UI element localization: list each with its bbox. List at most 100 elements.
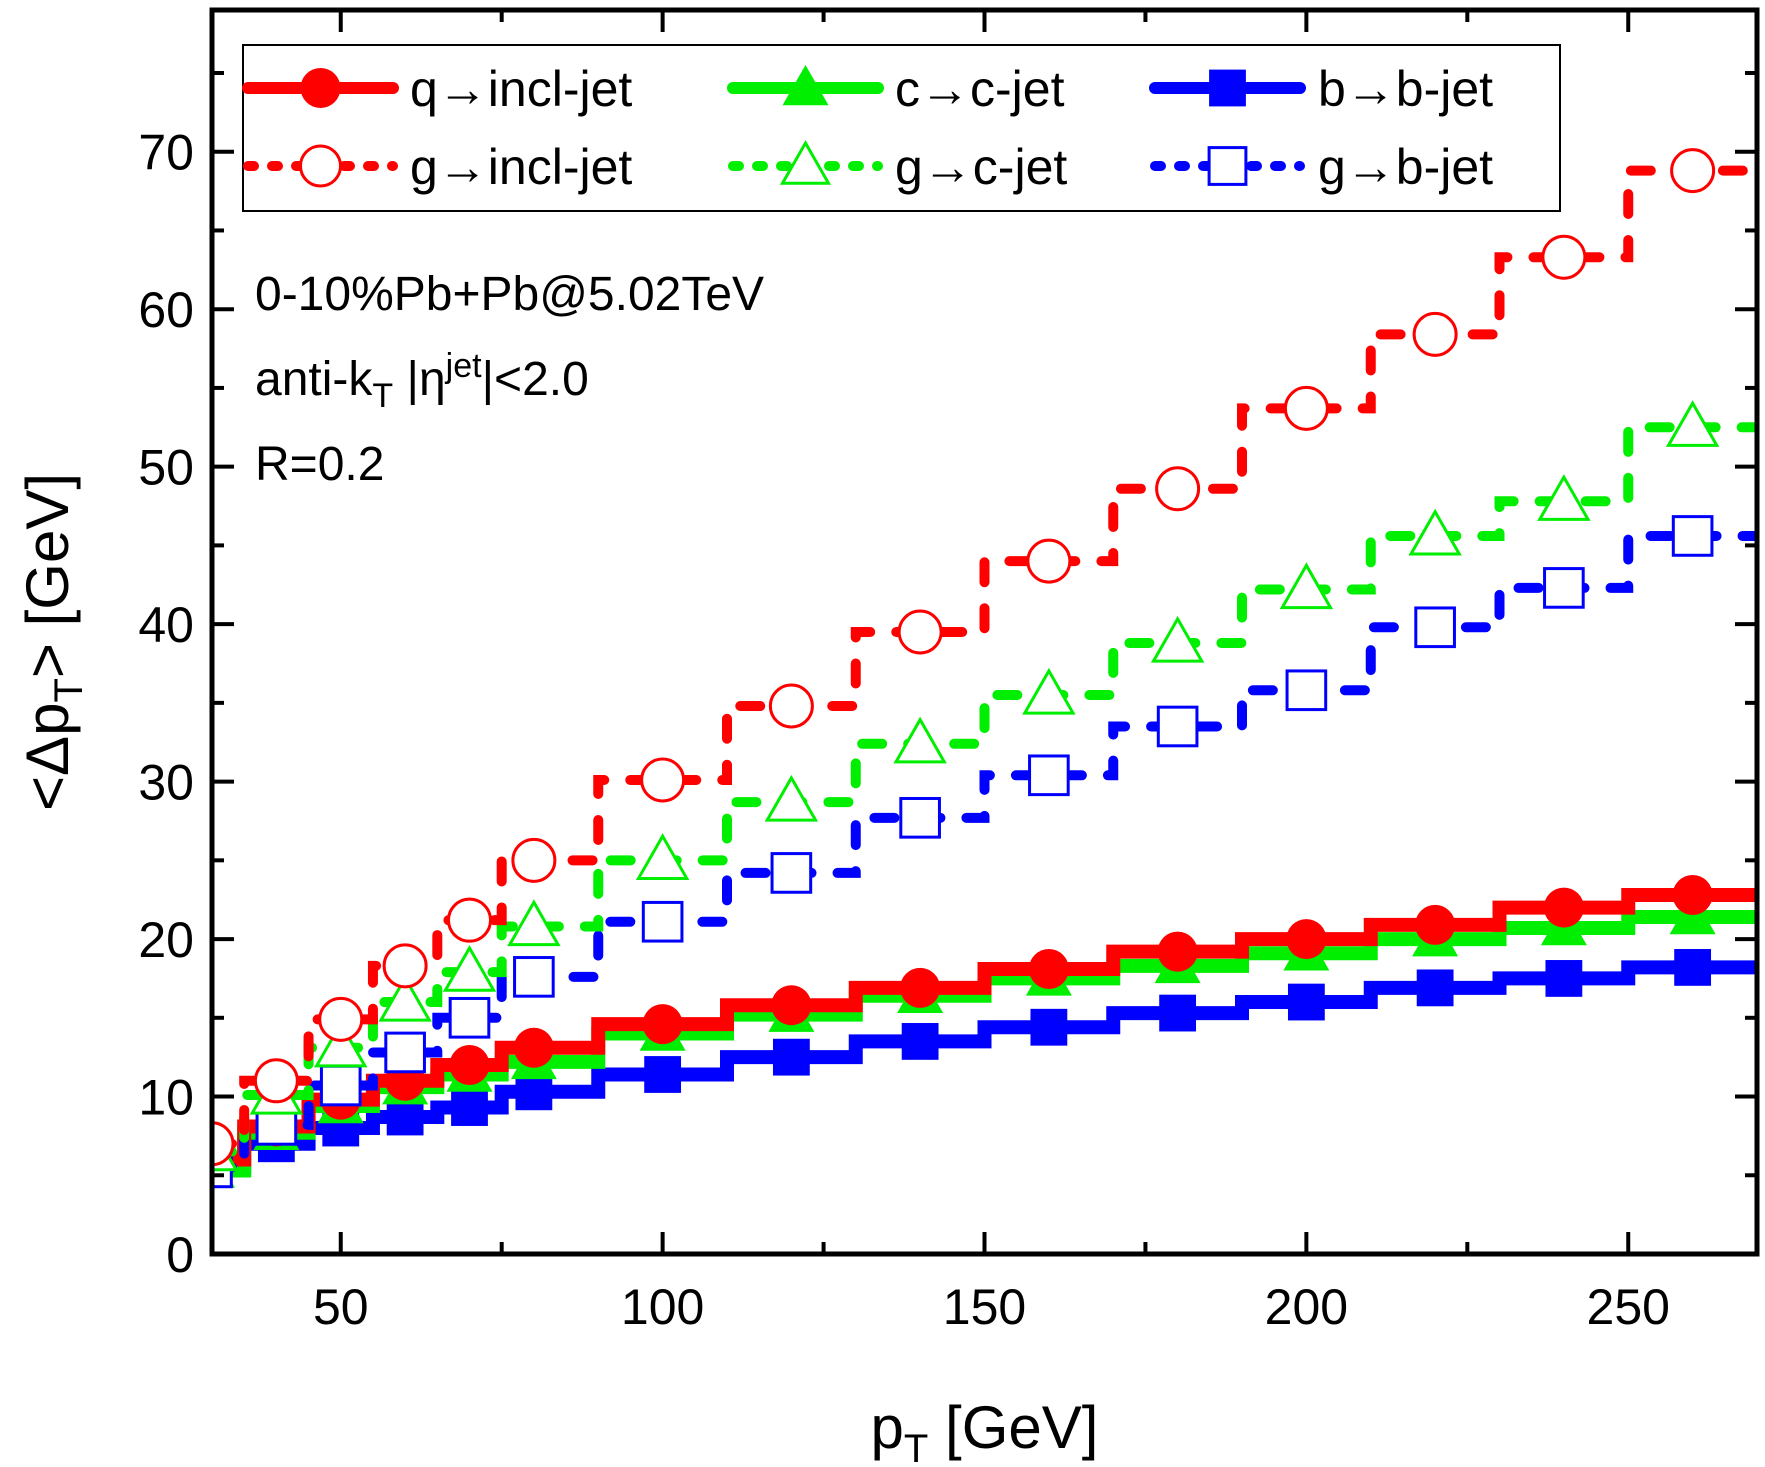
data-point bbox=[1408, 508, 1462, 556]
data-point bbox=[1545, 960, 1583, 997]
data-point bbox=[1022, 667, 1076, 715]
data-point bbox=[772, 1038, 810, 1076]
data-point bbox=[640, 757, 686, 803]
data-point bbox=[382, 943, 428, 989]
legend-label: g→incl-jet bbox=[410, 139, 632, 195]
data-point bbox=[1287, 983, 1325, 1021]
legend-marker-square-icon bbox=[1207, 146, 1248, 186]
axis-tick-labels: 50 100 150 200 250 0 10 20 30 40 50 60 70 bbox=[138, 125, 1670, 1335]
legend-item-b-to-b-jet: b→b-jet bbox=[1149, 61, 1493, 117]
data-point bbox=[1030, 1008, 1068, 1046]
annotation-jet-algorithm: anti-kT |ηjet|<2.0 bbox=[255, 347, 589, 415]
x-axis-label: pT [GeV] bbox=[871, 1394, 1099, 1467]
x-tick-label: 100 bbox=[621, 1279, 704, 1335]
data-point bbox=[319, 1064, 362, 1107]
data-point bbox=[1283, 385, 1329, 431]
y-tick-label: 60 bbox=[138, 282, 194, 338]
legend-marker-circle-icon bbox=[300, 68, 341, 108]
data-point bbox=[644, 1056, 682, 1093]
legend-item-q-to-incl-jet: q→incl-jet bbox=[242, 61, 632, 117]
data-point bbox=[771, 985, 812, 1026]
legend-marker-square-icon bbox=[1209, 69, 1246, 107]
data-point bbox=[1285, 669, 1328, 712]
data-point bbox=[1026, 538, 1072, 584]
data-point bbox=[442, 944, 497, 992]
legend-label: g→c-jet bbox=[895, 139, 1067, 195]
annotations: 0-10%Pb+Pb@5.02TeV anti-kT |ηjet|<2.0 R=… bbox=[255, 268, 764, 491]
legend-label: c→c-jet bbox=[895, 61, 1065, 117]
data-point bbox=[1412, 311, 1458, 357]
data-point bbox=[314, 1020, 368, 1068]
data-point bbox=[1159, 994, 1197, 1032]
x-tick-label: 250 bbox=[1587, 1279, 1670, 1335]
data-point bbox=[1414, 606, 1456, 649]
annotation-collision: 0-10%Pb+Pb@5.02TeV bbox=[255, 268, 764, 321]
data-point bbox=[386, 1098, 424, 1136]
data-point bbox=[764, 774, 819, 822]
data-point bbox=[1671, 515, 1714, 557]
data-point bbox=[515, 1073, 553, 1111]
data-point bbox=[1156, 705, 1199, 748]
y-tick-label: 20 bbox=[138, 912, 194, 968]
data-point bbox=[507, 899, 561, 947]
legend-marker-circle-icon bbox=[299, 144, 342, 188]
series-g-to-incl-jet bbox=[212, 148, 1757, 1167]
data-point bbox=[1150, 615, 1205, 663]
data-point bbox=[635, 833, 690, 880]
legend: q→incl-jet c→c-jet b→b-jet g→incl-jet g→c-je… bbox=[242, 44, 1561, 212]
data-point bbox=[642, 1004, 683, 1045]
x-tick-label: 200 bbox=[1265, 1279, 1348, 1335]
data-point bbox=[1286, 919, 1327, 960]
data-point bbox=[1665, 400, 1720, 447]
series-layer bbox=[212, 148, 1757, 1189]
data-point bbox=[1543, 567, 1585, 609]
data-point bbox=[513, 1027, 554, 1068]
data-point bbox=[511, 837, 557, 883]
data-point bbox=[1541, 234, 1587, 280]
y-axis-label: <ΔpT> [GeV] bbox=[14, 473, 91, 811]
data-point bbox=[897, 609, 943, 655]
series-q-to-incl-jet bbox=[212, 874, 1757, 1180]
data-point bbox=[899, 796, 941, 839]
data-point bbox=[253, 1058, 299, 1104]
annotation-radius: R=0.2 bbox=[255, 438, 384, 491]
data-point bbox=[768, 683, 814, 729]
data-point bbox=[1157, 931, 1198, 972]
x-tick-label: 50 bbox=[313, 1279, 369, 1335]
data-point bbox=[318, 996, 364, 1042]
data-point bbox=[447, 897, 492, 943]
data-point bbox=[451, 1089, 488, 1126]
data-point bbox=[1416, 969, 1454, 1007]
data-point bbox=[448, 996, 491, 1039]
data-point bbox=[770, 852, 813, 894]
data-point bbox=[900, 967, 941, 1008]
legend-label: g→b-jet bbox=[1318, 139, 1493, 195]
data-point bbox=[641, 900, 684, 943]
legend-label: b→b-jet bbox=[1318, 61, 1493, 117]
data-point bbox=[384, 1031, 426, 1074]
data-point bbox=[901, 1023, 939, 1060]
data-point bbox=[212, 1121, 235, 1167]
data-point bbox=[1670, 148, 1716, 194]
data-point bbox=[1155, 466, 1201, 512]
series-g-to-b-jet bbox=[212, 515, 1757, 1189]
data-point bbox=[1028, 754, 1070, 797]
legend-label: q→incl-jet bbox=[410, 61, 632, 117]
axis-ticks bbox=[212, 10, 1757, 1256]
y-tick-label: 70 bbox=[138, 125, 194, 181]
legend-item-c-to-c-jet: c→c-jet bbox=[727, 61, 1065, 117]
y-tick-label: 50 bbox=[138, 440, 194, 496]
y-tick-label: 0 bbox=[166, 1227, 194, 1283]
data-point bbox=[1672, 874, 1713, 915]
series-g-to-c-jet bbox=[212, 400, 1757, 1172]
x-tick-label: 150 bbox=[943, 1279, 1026, 1335]
legend-marker-triangle-icon bbox=[779, 139, 832, 185]
y-tick-label: 10 bbox=[138, 1070, 194, 1126]
y-tick-label: 40 bbox=[138, 597, 194, 653]
data-point bbox=[1279, 562, 1334, 610]
legend-item-g-to-b-jet: g→b-jet bbox=[1150, 139, 1493, 195]
data-point bbox=[1028, 948, 1069, 989]
y-tick-label: 30 bbox=[138, 755, 194, 811]
legend-box bbox=[242, 44, 1561, 212]
